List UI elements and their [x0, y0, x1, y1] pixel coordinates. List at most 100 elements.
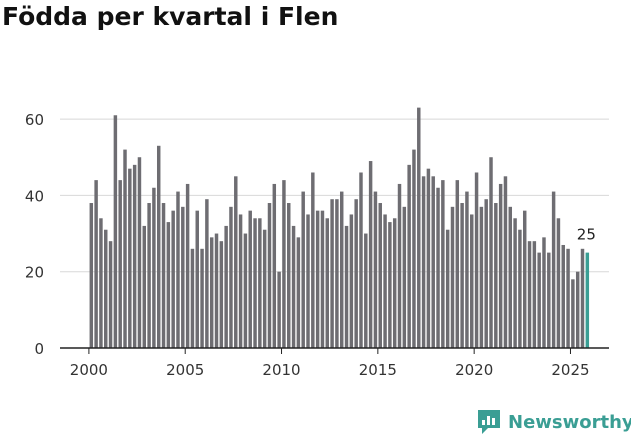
bar [205, 199, 209, 348]
bar [378, 203, 382, 348]
y-tick-label: 60 [25, 111, 44, 129]
bar [518, 229, 522, 348]
bar [234, 176, 238, 348]
bar [441, 180, 445, 348]
bar [359, 172, 363, 348]
bar [128, 168, 132, 348]
bar [296, 237, 301, 348]
bar [392, 218, 397, 348]
bar [561, 244, 565, 348]
bar [282, 180, 286, 348]
bar [152, 187, 156, 348]
bar [248, 210, 252, 348]
bar-latest [585, 252, 590, 348]
bar [315, 210, 320, 348]
bar [320, 210, 325, 348]
y-tick-label: 20 [25, 264, 44, 282]
bar [513, 218, 517, 348]
bar [229, 206, 233, 348]
bar [142, 225, 147, 348]
bar [489, 157, 493, 348]
bar [123, 149, 127, 348]
last-value-label: 25 [577, 226, 596, 244]
bar [330, 199, 334, 348]
bar [195, 210, 199, 348]
bar [209, 237, 214, 348]
bar [311, 172, 315, 348]
bar [262, 229, 267, 348]
bar [147, 203, 151, 348]
bar [426, 168, 431, 348]
bar [104, 229, 108, 348]
bar [571, 279, 575, 348]
bar [474, 172, 479, 348]
bar [542, 237, 546, 348]
bar [470, 214, 474, 348]
x-tick-label: 2010 [262, 361, 300, 379]
gridlines [60, 118, 609, 273]
bar [421, 176, 426, 348]
bar [556, 218, 561, 348]
bar [575, 271, 580, 348]
bar [373, 191, 378, 348]
bar [301, 191, 305, 348]
bar [364, 233, 368, 348]
bar [291, 225, 296, 348]
bar [185, 183, 190, 348]
bar [94, 180, 98, 348]
bar [445, 229, 450, 348]
bar [277, 271, 281, 348]
bar [258, 218, 262, 348]
bar [166, 222, 171, 348]
bar [253, 218, 257, 348]
newsworthy-logo[interactable]: Newsworthy [476, 408, 631, 436]
newsworthy-logo-icon [478, 410, 500, 434]
x-tick-label: 2005 [166, 361, 204, 379]
bar [335, 199, 339, 348]
bar [383, 214, 387, 348]
bar [339, 191, 344, 348]
bar [181, 206, 185, 348]
x-tick-label: 2015 [359, 361, 397, 379]
bar [522, 210, 527, 348]
chart-title: Födda per kvartal i Flen [2, 2, 339, 31]
bar [156, 145, 161, 348]
bar [508, 206, 513, 348]
bar [176, 191, 180, 348]
bar [431, 176, 435, 348]
bar [344, 225, 349, 348]
bar [417, 107, 421, 348]
x-tick-label: 2025 [551, 361, 589, 379]
axes [60, 347, 609, 354]
bar [354, 199, 358, 348]
bar [243, 233, 248, 348]
brand-name: Newsworthy [508, 411, 631, 433]
bar [108, 241, 113, 348]
bar [503, 176, 508, 348]
y-tick-label: 0 [34, 340, 44, 358]
bar [190, 248, 195, 348]
bar [161, 203, 166, 348]
bar [455, 180, 460, 348]
x-tick-label: 2020 [455, 361, 493, 379]
bar [479, 206, 484, 348]
bar [132, 164, 137, 348]
bar [238, 214, 243, 348]
bar [267, 203, 272, 348]
bar [397, 183, 402, 348]
y-tick-label: 40 [25, 187, 44, 205]
bar [465, 191, 469, 348]
bar [436, 187, 440, 348]
bar [349, 214, 354, 348]
bar [460, 203, 464, 348]
bar [537, 252, 541, 348]
bar [498, 183, 503, 348]
bar [214, 233, 219, 348]
bar [566, 248, 570, 348]
bar [272, 183, 277, 348]
labels: 0 20 40 60 2000 2005 2010 2015 2020 2025 25 [25, 111, 596, 379]
bars [89, 107, 590, 348]
bar [580, 248, 585, 348]
bar [171, 210, 175, 348]
